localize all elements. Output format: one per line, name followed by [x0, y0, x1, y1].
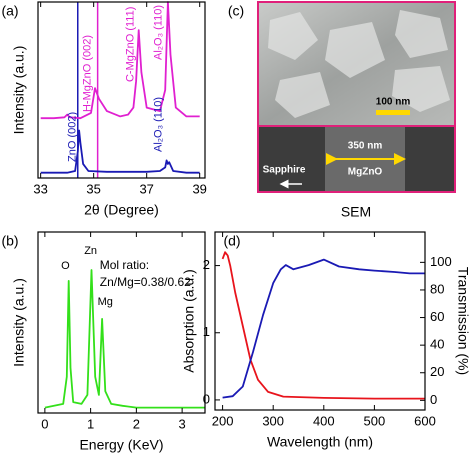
annotation: Al₂O₃ (110): [153, 5, 165, 60]
annotation: Mg: [98, 296, 113, 308]
plot-frame: [214, 231, 426, 411]
sem-panel: 100 nm 350 nm MgZnO Sapphire (c) SEM: [228, 1, 456, 220]
x-tick-label: 500: [364, 413, 386, 428]
x-tick-label: 600: [414, 413, 436, 428]
y-axis-title: Intensity (a.u.): [11, 46, 27, 135]
panel-label: (a): [1, 3, 18, 19]
x-tick-label: 39: [192, 181, 206, 196]
data-line: [222, 258, 425, 399]
annotation: Mol ratio:: [100, 258, 149, 272]
y-tick-label: 1: [203, 324, 210, 339]
sem-border: [257, 1, 456, 193]
sem-caption: SEM: [341, 204, 371, 220]
x-axis-title: Wavelength (nm): [267, 434, 373, 450]
plot-frame: [37, 1, 206, 179]
x-tick-label: 200: [212, 413, 234, 428]
x-axis-title: Energy (KeV): [79, 437, 163, 453]
thickness-label: 350 nm: [348, 141, 383, 152]
data-line: [40, 129, 200, 174]
annotation: Zn/Mg=0.38/0.62: [100, 275, 191, 289]
x-tick-label: 37: [139, 181, 153, 196]
plot-frame: [37, 231, 206, 414]
scale-bar-label: 100 nm: [376, 97, 411, 108]
panel-label: (c): [228, 3, 244, 19]
data-line: [221, 251, 425, 400]
annotation: Zn: [84, 245, 97, 257]
y2-tick-label: 100: [430, 254, 452, 269]
data-line: [40, 1, 200, 120]
x-tick-label: 35: [86, 181, 100, 196]
y2-tick-label: 40: [430, 337, 444, 352]
data-line: [44, 269, 205, 409]
scale-bar: [376, 110, 410, 115]
annotation: ZnO (002): [66, 112, 78, 162]
y2-tick-label: 60: [430, 309, 444, 324]
annotation: O: [61, 260, 70, 272]
y-tick-label: 2: [203, 257, 210, 272]
y-axis-title: Intensity (a.u.): [11, 278, 27, 367]
film-label: MgZnO: [348, 167, 383, 178]
substrate-label: Sapphire: [263, 165, 306, 176]
x-tick-label: 300: [262, 413, 284, 428]
y-axis-title: Absorption (a.u.): [181, 269, 197, 373]
x-tick-label: 0: [41, 416, 48, 431]
x-tick-label: 1: [87, 416, 94, 431]
y-tick-label: 0: [203, 391, 210, 406]
annotation: C-MgZnO (111): [125, 7, 137, 82]
x-tick-label: 33: [33, 181, 47, 196]
x-tick-label: 2: [133, 416, 140, 431]
y2-tick-label: 0: [430, 392, 437, 407]
sem-grains: [268, 10, 450, 118]
annotation: H-MgZnO (002): [82, 35, 94, 112]
y2-tick-label: 80: [430, 281, 444, 296]
panel-label: (d): [223, 233, 240, 249]
x-axis-title: 2θ (Degree): [84, 202, 159, 218]
x-tick-label: 3: [179, 416, 186, 431]
annotation: Al₂O₃ (110): [153, 97, 165, 152]
x-tick-label: 400: [313, 413, 335, 428]
y2-tick-label: 20: [430, 364, 444, 379]
y2-axis-title: Transmission (%): [455, 267, 471, 375]
panel-label: (b): [1, 233, 18, 249]
